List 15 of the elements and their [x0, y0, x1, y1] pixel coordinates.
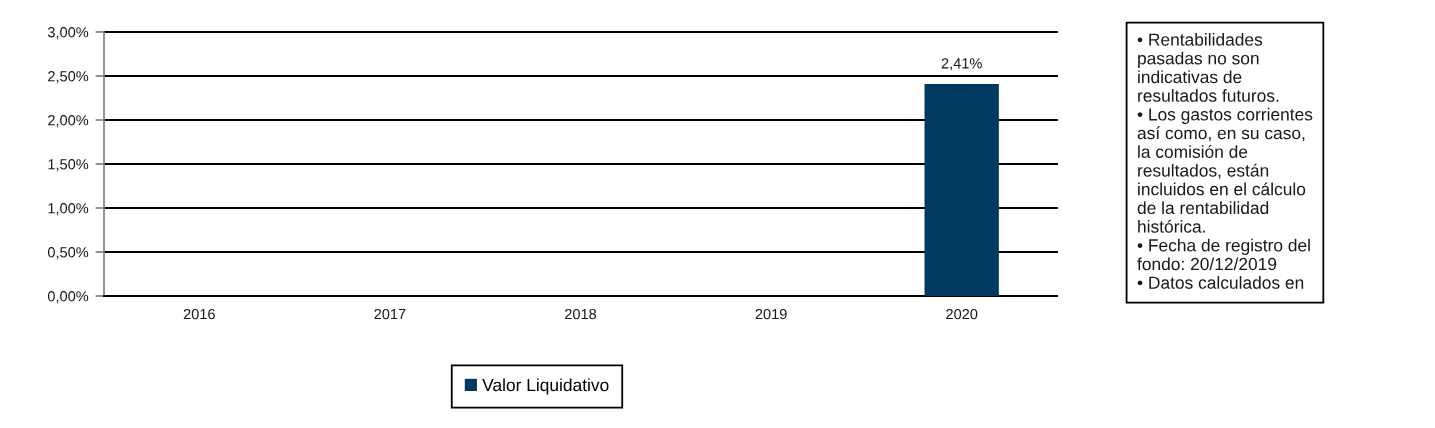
- y-tick-label: 1,50%: [48, 159, 89, 172]
- y-tick-label: 2,50%: [48, 71, 89, 84]
- x-tick-label: 2020: [946, 308, 978, 320]
- y-tick-label: 0,00%: [47, 291, 89, 304]
- legend-label: Valor Liquidativo: [482, 378, 609, 395]
- data-label: 2,41%: [941, 58, 982, 71]
- y-tick-label: 0,50%: [47, 247, 89, 260]
- y-tick-label: 1,00%: [48, 203, 89, 216]
- x-tick-label: 2018: [565, 308, 597, 320]
- x-tick-label: 2017: [374, 308, 406, 320]
- y-tick-label: 3,00%: [47, 27, 89, 40]
- x-tick-label: 2016: [183, 308, 215, 320]
- y-tick-label: 2,00%: [48, 115, 89, 128]
- text: • Rentabilidades pasadas no son indicativas de resultados futuros. • Los gastos corrientes así como, en su caso, la comisión de resultados, están incluidos en el cálculo de la rentabilidad histórica. • Fecha de registro del fondo: 20/12/2019 • Datos calculados en: [1137, 33, 1313, 289]
- x-tick-label: 2019: [755, 308, 787, 320]
